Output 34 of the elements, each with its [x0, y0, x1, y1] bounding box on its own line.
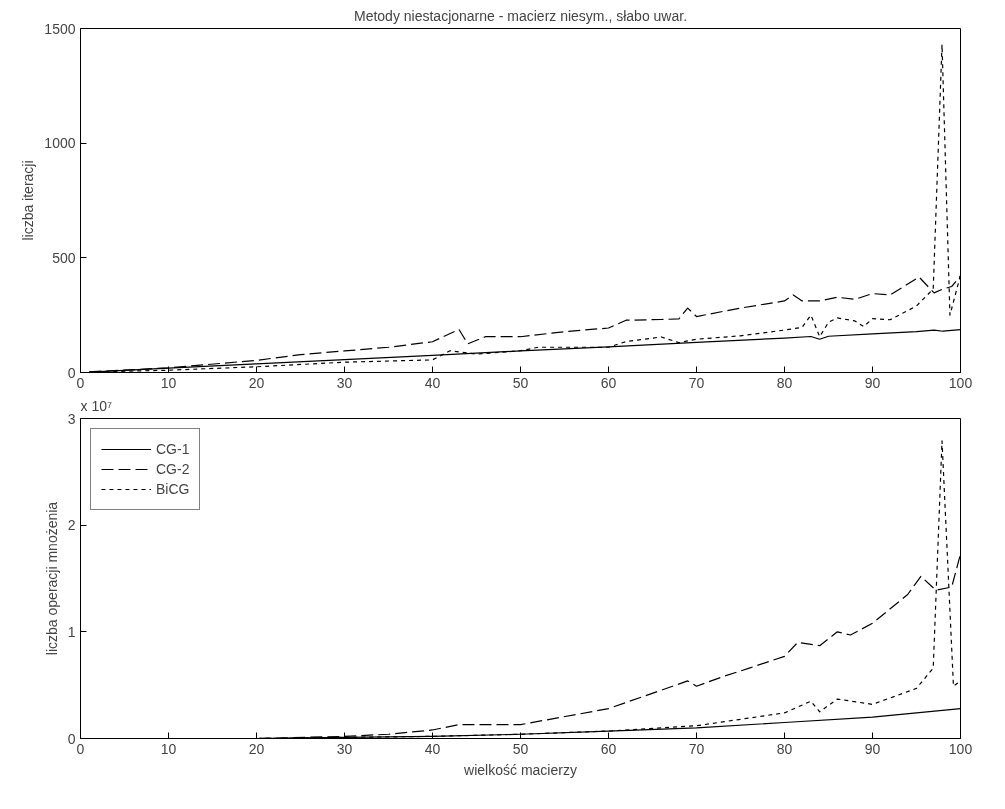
x-tick-label: 70 — [688, 740, 705, 757]
x-tick-label: 20 — [248, 740, 265, 757]
x-tick-label: 40 — [424, 374, 441, 391]
x-tick-label: 30 — [336, 740, 353, 757]
x-tick-label: 70 — [688, 374, 705, 391]
x-tick-label: 10 — [160, 374, 177, 391]
x-tick-label: 80 — [776, 374, 793, 391]
y-tick-label: 3 — [67, 410, 76, 427]
x-tick-label: 90 — [864, 740, 881, 757]
y-tick-label: 1 — [67, 623, 76, 640]
x-tick-label: 60 — [600, 740, 617, 757]
y-tick-label: 2 — [67, 517, 76, 534]
x-tick-label: 100 — [948, 374, 973, 391]
legend-label: CG-2 — [156, 461, 190, 477]
y-tick-label: 1000 — [44, 135, 76, 152]
y-axis-title: liczba operacji mnożenia — [43, 501, 60, 656]
legend-label: BiCG — [156, 481, 190, 497]
text: x 10⁷ — [80, 397, 113, 414]
y-axis-title: liczba iteracji — [20, 160, 37, 241]
x-tick-label: 60 — [600, 374, 617, 391]
x-tick-label: 90 — [864, 374, 881, 391]
x-tick-label: 50 — [512, 374, 529, 391]
chart-title: Metody niestacjonarne - macierz niesym., słabo uwar. — [353, 7, 688, 24]
x-tick-label: 80 — [776, 740, 793, 757]
x-axis-title: wielkość macierzy — [463, 761, 577, 778]
x-tick-label: 50 — [512, 740, 529, 757]
y-tick-label: 1500 — [44, 20, 76, 37]
x-tick-label: 40 — [424, 740, 441, 757]
y-tick-label: 500 — [52, 249, 76, 266]
x-tick-label: 20 — [248, 374, 265, 391]
x-tick-label: 30 — [336, 374, 353, 391]
legend-label: CG-1 — [156, 441, 190, 457]
x-tick-label: 10 — [160, 740, 177, 757]
x-tick-label: 100 — [948, 740, 973, 757]
